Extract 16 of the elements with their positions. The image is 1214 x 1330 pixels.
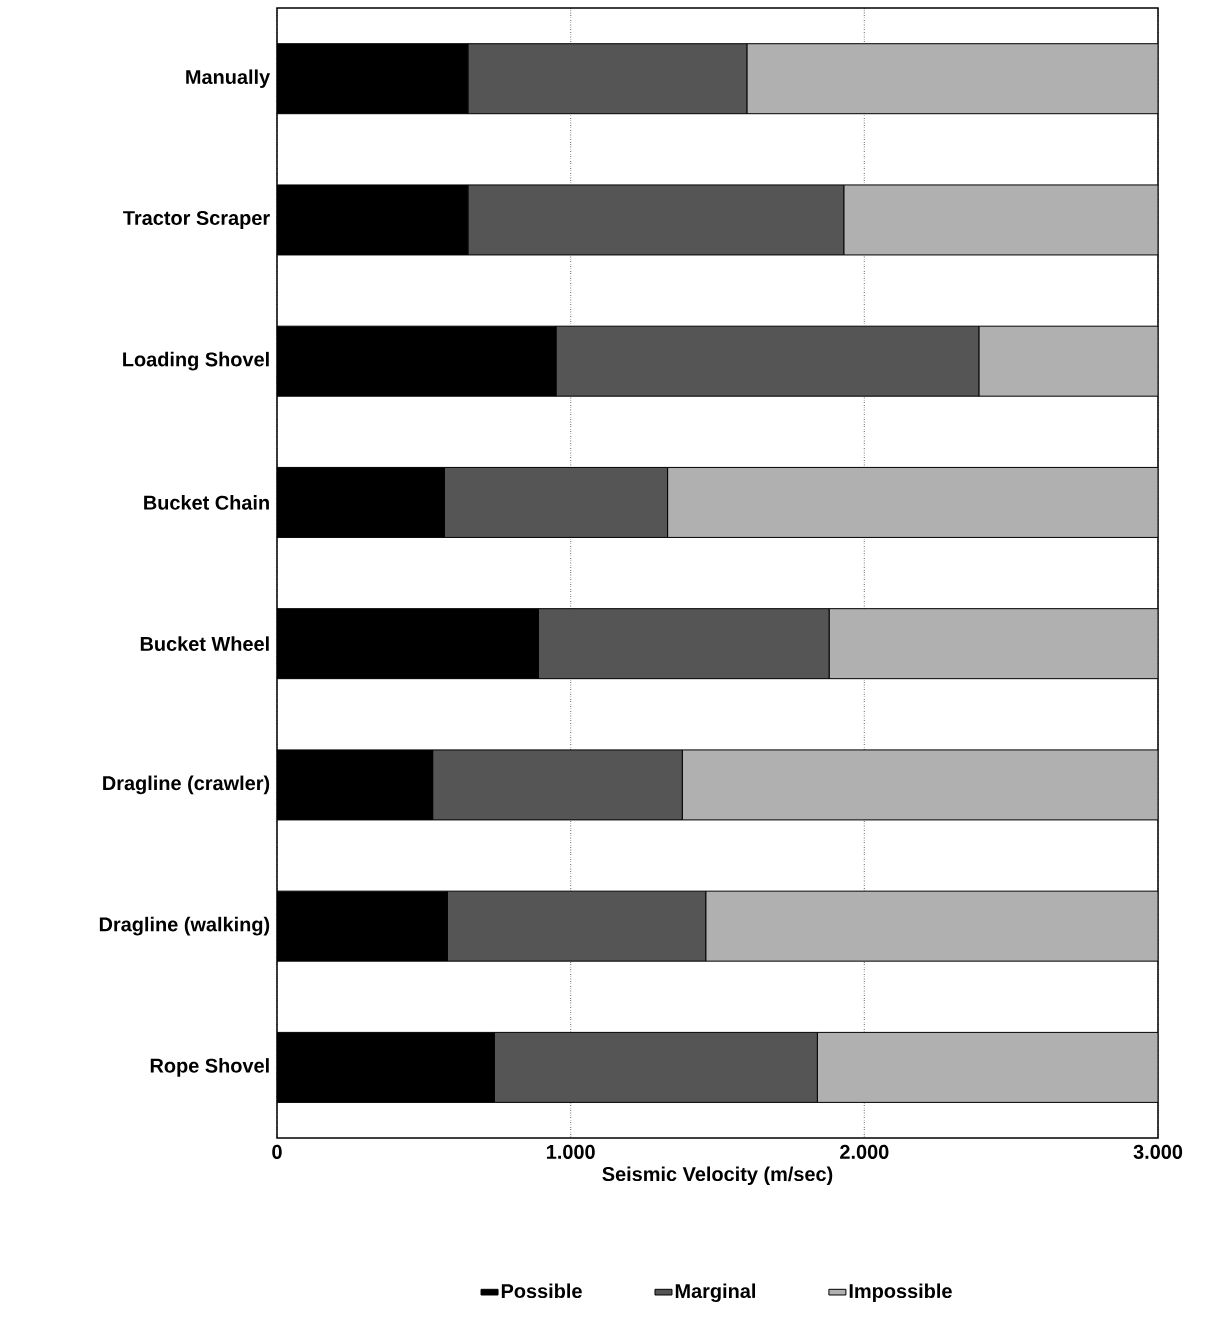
legend-label: Impossible (849, 1283, 952, 1303)
y-tick-label: Bucket Wheel (140, 636, 269, 651)
y-tick-label: Loading Shovel (123, 351, 269, 371)
x-tick-label: 3.000 (1133, 1144, 1183, 1159)
x-tick-label: 1.000 (546, 1144, 595, 1159)
y-tick-label: Manually (186, 69, 271, 88)
legend-label: Marginal (675, 1283, 755, 1303)
y-tick-label: Dragline (walking) (99, 916, 270, 936)
x-tick-label: 2.000 (840, 1144, 889, 1159)
y-tick-label: Bucket Chain (144, 495, 269, 510)
y-tick-label: Dragline (crawler) (103, 775, 270, 795)
x-axis-title: Seismic Velocity (m/sec) (602, 1166, 833, 1186)
x-tick-label: 0 (272, 1144, 282, 1159)
legend-label: Possible (501, 1283, 582, 1299)
y-tick-label: Tractor Scraper (123, 210, 270, 229)
y-tick-label: Rope Shovel (150, 1058, 269, 1077)
